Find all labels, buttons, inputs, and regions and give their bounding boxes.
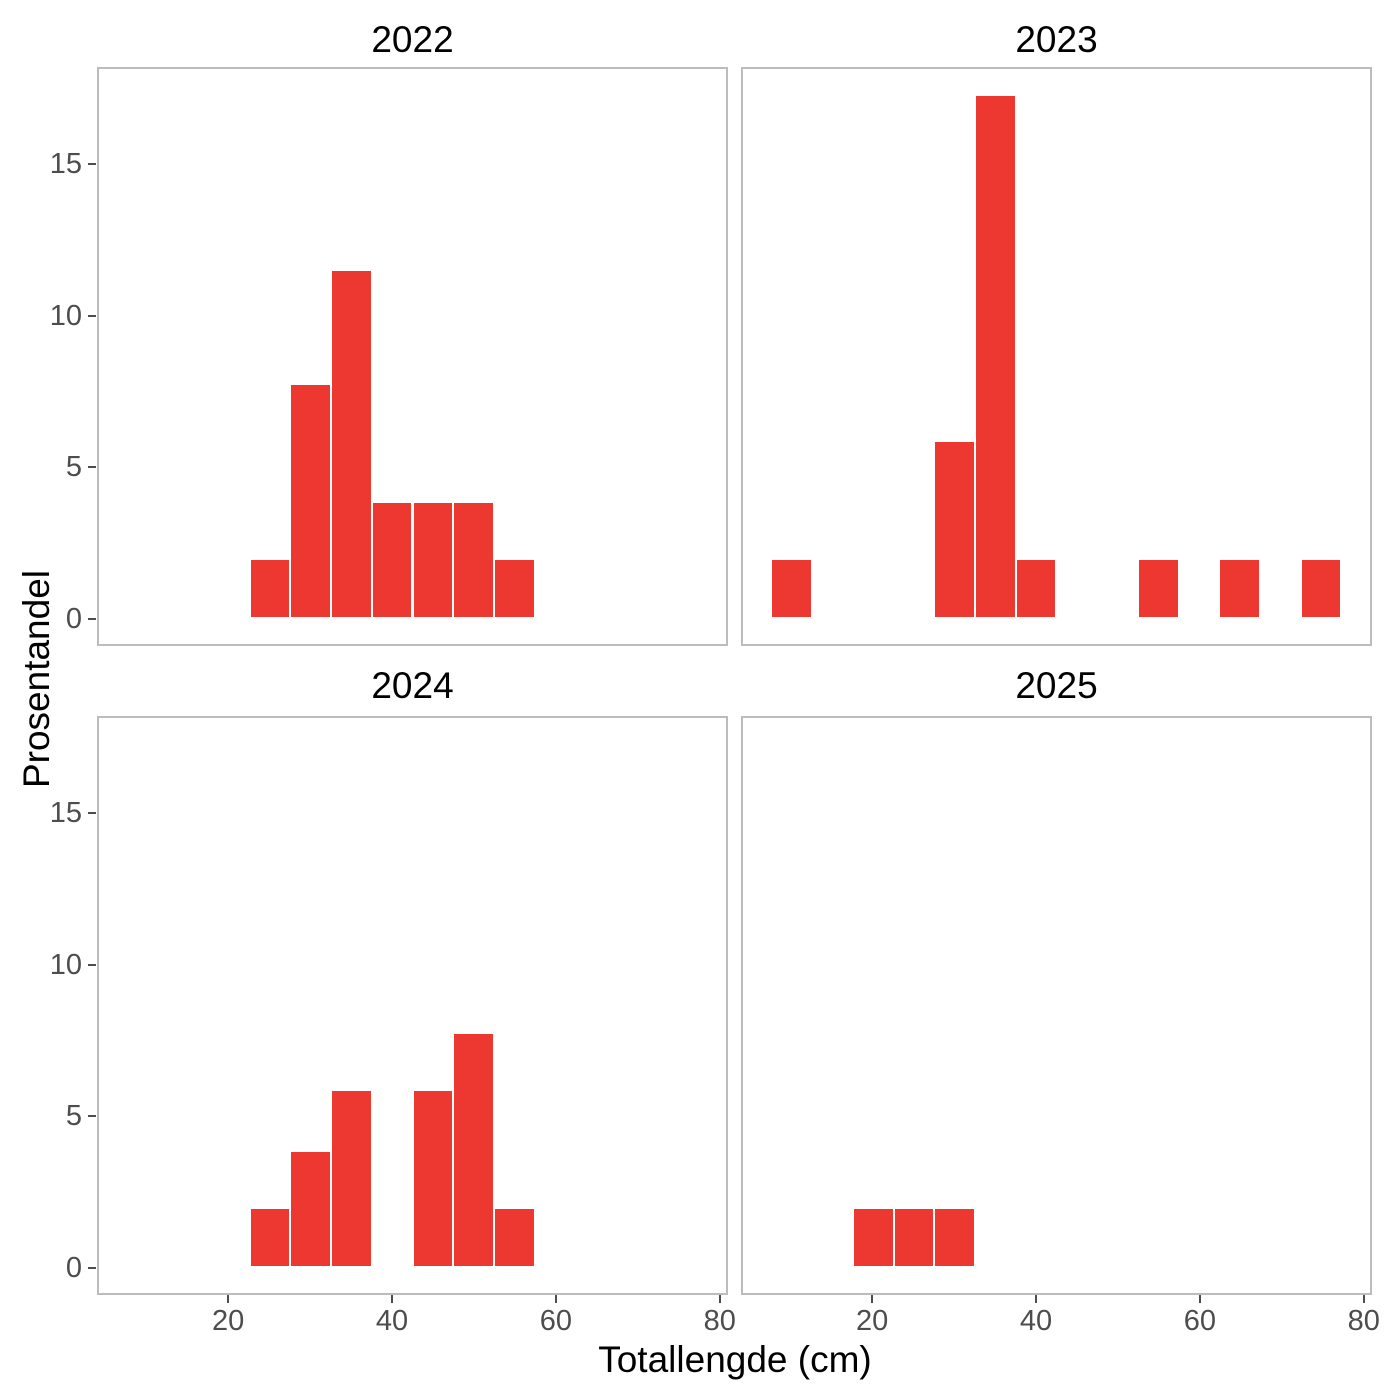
x-tick-label: 80: [703, 1305, 736, 1337]
facet-panel-2023: [741, 67, 1372, 646]
histogram-bar: [331, 1091, 372, 1266]
y-tick-label: 5: [65, 1100, 82, 1133]
facet-title-2022: 2022: [371, 19, 454, 60]
facet-panel-2022: [97, 67, 728, 646]
x-tick-mark: [1362, 1295, 1365, 1303]
y-tick-mark: [88, 617, 96, 620]
x-tick-mark: [1198, 1295, 1201, 1303]
histogram-bar: [249, 559, 291, 617]
x-tick-mark: [227, 1295, 230, 1303]
x-tick-label: 60: [1183, 1305, 1217, 1337]
y-tick-mark: [88, 314, 96, 317]
x-tick-label: 80: [1347, 1305, 1380, 1337]
x-tick-mark: [718, 1295, 721, 1303]
histogram-bar: [1137, 559, 1179, 617]
x-tick-label: 60: [539, 1305, 573, 1337]
x-tick-mark: [1035, 1295, 1037, 1303]
y-tick-mark: [88, 963, 96, 966]
histogram-bar: [934, 1208, 976, 1266]
x-tick-label: 40: [1019, 1305, 1053, 1337]
histogram-bar: [290, 385, 332, 617]
histogram-bar: [493, 1208, 535, 1266]
facet-title-2023: 2023: [1015, 19, 1098, 60]
x-tick-mark: [391, 1295, 393, 1303]
x-tick-label: 20: [855, 1305, 889, 1337]
y-tick-label: 5: [65, 451, 82, 484]
facet-title-2025: 2025: [1015, 665, 1098, 706]
y-tick-mark: [88, 1115, 96, 1118]
y-tick-mark: [88, 466, 96, 469]
x-axis-title: Totallengde (cm): [598, 1339, 872, 1380]
histogram-bar: [331, 270, 372, 617]
histogram-bar: [290, 1151, 332, 1266]
histogram-bar: [412, 502, 454, 617]
histogram-bar: [493, 559, 535, 617]
facet-title-2024: 2024: [371, 665, 454, 706]
histogram-bar: [1219, 559, 1261, 617]
histogram-bar: [453, 1034, 494, 1266]
histogram-bar: [771, 559, 813, 617]
facet-panel-2024: [97, 716, 728, 1295]
y-tick-label: 0: [65, 602, 82, 635]
y-tick-label: 0: [65, 1251, 82, 1284]
histogram-bar: [852, 1208, 894, 1266]
histogram-bar: [412, 1091, 454, 1266]
facet-panel-2025: [741, 716, 1372, 1295]
x-tick-mark: [871, 1295, 874, 1303]
y-tick-mark: [88, 1266, 96, 1269]
histogram-bar: [893, 1208, 935, 1266]
y-tick-label: 10: [49, 299, 82, 332]
histogram-bar: [975, 96, 1016, 617]
x-tick-mark: [554, 1295, 557, 1303]
histogram-bar: [453, 502, 494, 617]
y-tick-label: 10: [49, 948, 82, 981]
x-tick-label: 40: [375, 1305, 409, 1337]
y-tick-mark: [88, 163, 96, 165]
y-tick-mark: [88, 812, 96, 814]
histogram-bar: [249, 1208, 291, 1266]
histogram-bar: [1300, 559, 1342, 617]
y-tick-label: 15: [49, 797, 82, 829]
y-tick-label: 15: [49, 148, 82, 180]
histogram-bar: [371, 502, 413, 617]
histogram-bar: [1015, 559, 1057, 617]
histogram-bar: [934, 442, 976, 617]
x-tick-label: 20: [211, 1305, 245, 1337]
